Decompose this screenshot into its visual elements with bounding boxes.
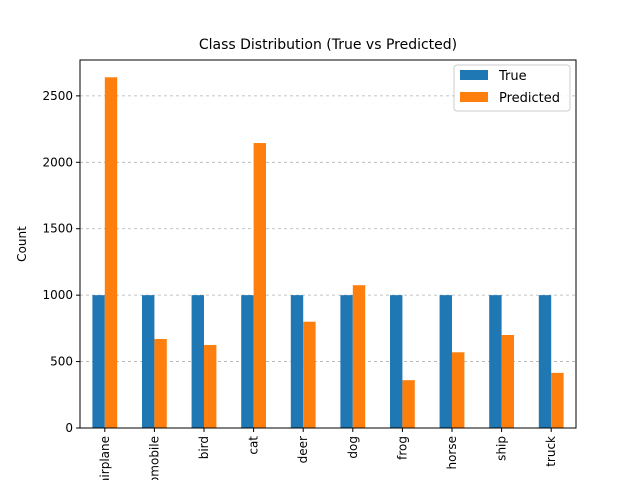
- bar-predicted-automobile: [154, 338, 167, 428]
- bar-true-frog: [390, 295, 403, 428]
- x-tick-label: bird: [197, 436, 211, 459]
- x-tick-label: airplane: [98, 436, 112, 480]
- bar-predicted-frog: [402, 380, 415, 428]
- bar-predicted-airplane: [104, 77, 118, 428]
- x-tick-label: cat: [247, 436, 261, 455]
- x-tick-label: frog: [395, 436, 409, 460]
- bar-true-horse: [439, 295, 452, 428]
- y-tick-label: 2500: [42, 89, 73, 103]
- bar-true-bird: [191, 295, 204, 428]
- bar-true-automobile: [142, 295, 155, 428]
- bar-true-cat: [241, 295, 254, 428]
- chart-title: Class Distribution (True vs Predicted): [199, 37, 457, 53]
- y-tick-label: 1500: [42, 222, 73, 236]
- bar-predicted-horse: [452, 352, 465, 428]
- x-tick-label: ship: [495, 436, 509, 461]
- x-axis-ticks: airplane automobile bird cat deer dog frog hors…: [98, 428, 558, 480]
- y-tick-label: 1000: [42, 288, 73, 302]
- bar-true-deer: [290, 295, 304, 428]
- legend-label-true: True: [498, 69, 527, 84]
- y-tick-label: 500: [50, 355, 73, 369]
- y-axis-ticks: 0 500 1000 1500 2000 2500: [42, 89, 80, 435]
- bar-predicted-truck: [551, 372, 564, 428]
- bar-predicted-deer: [303, 321, 316, 428]
- grid-lines: [80, 95, 576, 362]
- x-tick-label: horse: [445, 436, 459, 470]
- x-tick-label: automobile: [147, 436, 161, 480]
- plot-frame: [79, 59, 577, 429]
- y-axis-label: Count: [15, 226, 29, 262]
- legend-swatch-true: [460, 70, 488, 80]
- bar-true-ship: [489, 295, 502, 428]
- bars: [92, 77, 564, 428]
- x-tick-label: deer: [296, 436, 310, 463]
- x-tick-label: dog: [346, 436, 360, 459]
- bar-true-airplane: [92, 295, 105, 428]
- bar-predicted-dog: [352, 285, 366, 428]
- bar-predicted-ship: [501, 335, 514, 428]
- legend-swatch-predicted: [460, 92, 488, 102]
- bar-true-dog: [340, 295, 353, 428]
- x-tick-label: truck: [544, 436, 558, 467]
- y-tick-label: 0: [65, 421, 73, 435]
- legend: True Predicted: [453, 64, 571, 112]
- bar-true-truck: [538, 295, 552, 428]
- bar-predicted-bird: [204, 344, 217, 428]
- legend-label-predicted: Predicted: [499, 91, 560, 106]
- y-tick-label: 2000: [42, 155, 73, 169]
- bar-predicted-cat: [253, 143, 266, 428]
